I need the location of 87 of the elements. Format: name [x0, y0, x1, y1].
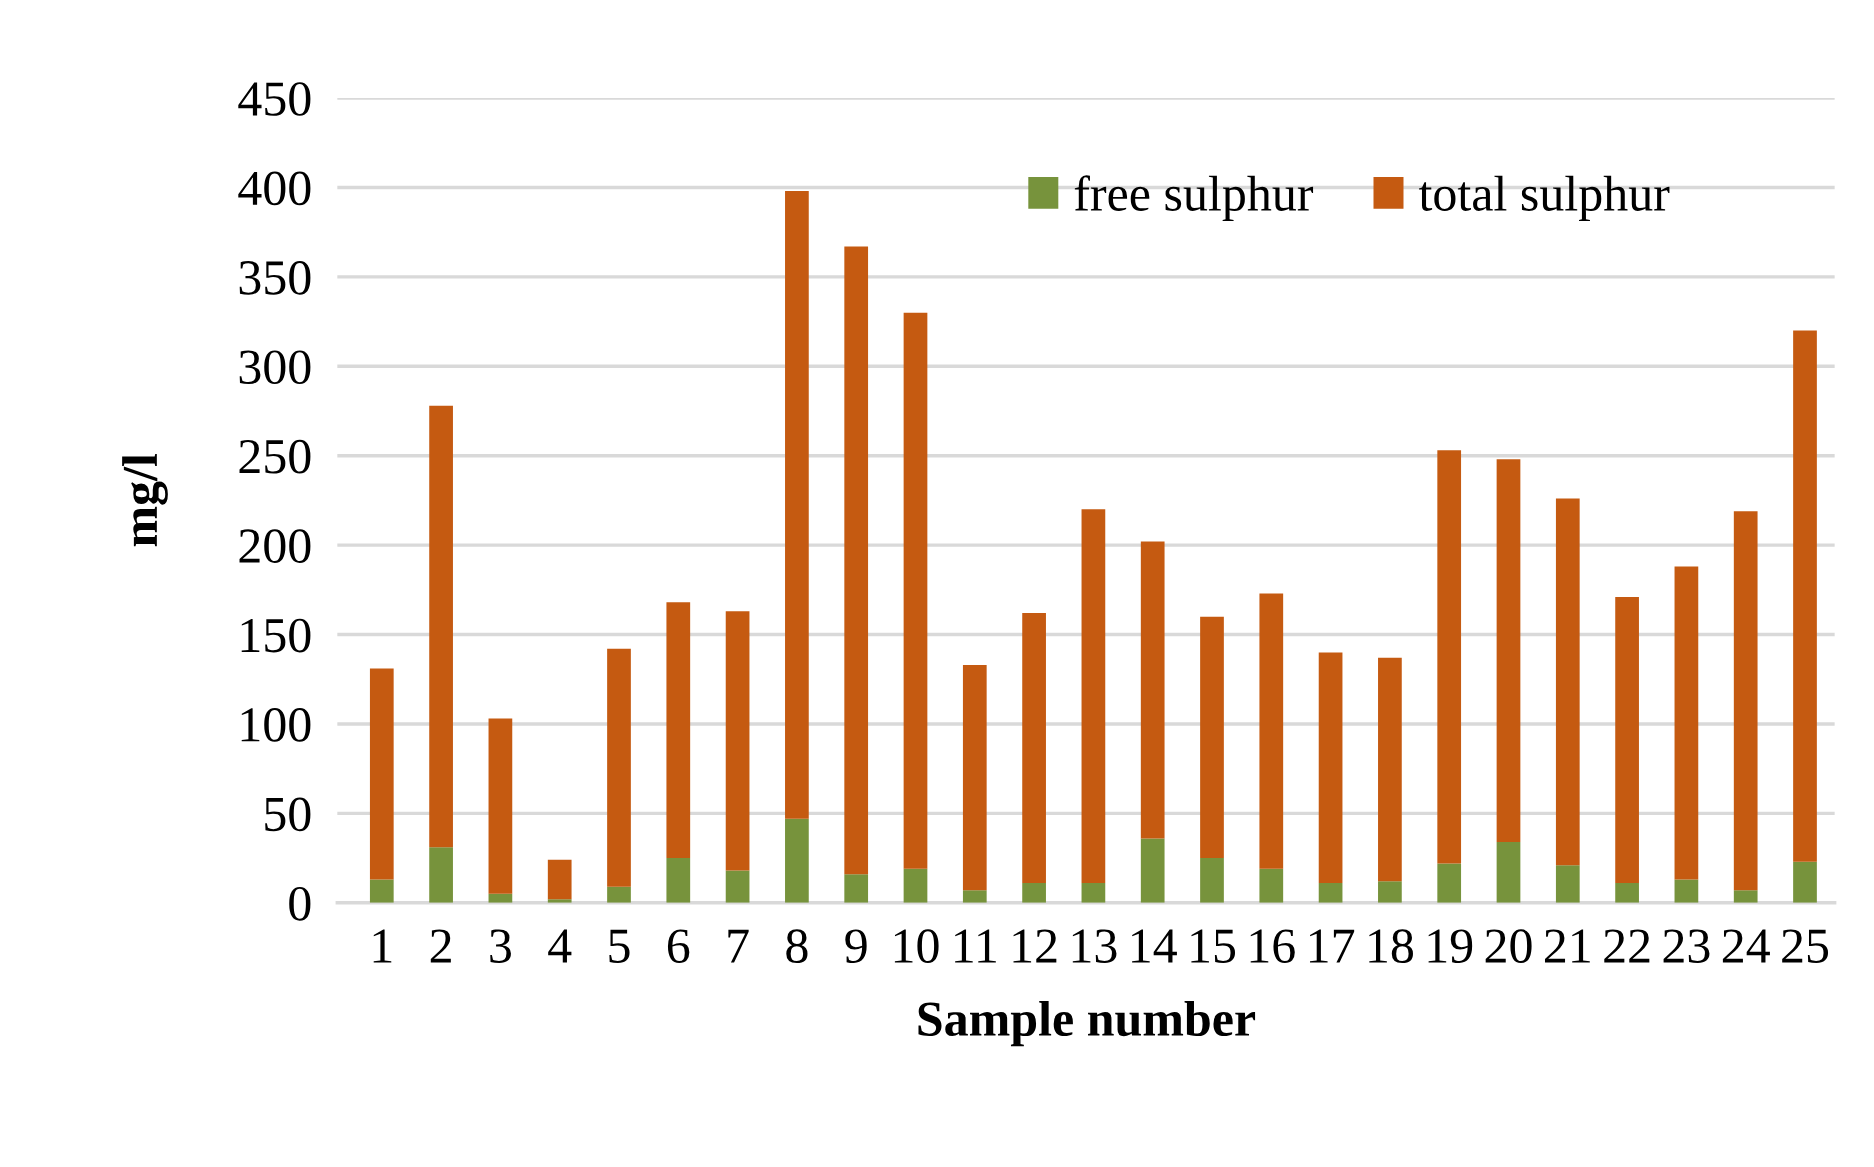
- x-tick-label: 12: [1013, 929, 1057, 963]
- x-tick-label: 17: [1309, 929, 1355, 963]
- y-tick-label: 100: [241, 708, 311, 742]
- x-tick-label: 11: [955, 929, 996, 963]
- bar: [666, 858, 691, 903]
- x-tick-label: 23: [1663, 929, 1710, 963]
- bar: [488, 718, 513, 894]
- bar: [1555, 865, 1580, 903]
- x-tick-label: 2: [430, 929, 451, 963]
- bar: [1378, 881, 1402, 903]
- bar: [1081, 883, 1106, 903]
- x-tick-label: 21: [1544, 929, 1590, 963]
- bar: [844, 246, 869, 875]
- bar: [1437, 450, 1462, 864]
- bar: [903, 312, 928, 869]
- bar: [429, 405, 453, 848]
- x-tick-label: 7: [728, 929, 749, 963]
- x-tick-label: 5: [609, 929, 630, 963]
- bar: [725, 870, 750, 903]
- bar: [1022, 613, 1046, 884]
- bar: [725, 611, 750, 871]
- bar: [1437, 863, 1462, 903]
- y-tick-label: 400: [238, 171, 311, 206]
- bar: [1022, 883, 1046, 903]
- x-tick-label: 15: [1191, 929, 1236, 963]
- bar: [1615, 883, 1639, 903]
- bar: [1259, 868, 1284, 903]
- x-tick-label: 6: [667, 929, 690, 963]
- bar: [785, 191, 809, 819]
- x-tick-label: 24: [1722, 929, 1770, 963]
- bar: [369, 879, 394, 903]
- bar: [1081, 509, 1106, 884]
- bar: [1793, 861, 1817, 903]
- bar: [1496, 841, 1521, 903]
- legend-label: total sulphur: [1418, 175, 1670, 222]
- x-tick-label: 3: [490, 929, 511, 963]
- bar: [1140, 838, 1165, 903]
- x-tick-label: 20: [1485, 929, 1532, 963]
- x-tick-label: 9: [845, 929, 867, 963]
- bar: [785, 818, 809, 903]
- y-tick-label: 450: [238, 82, 311, 116]
- bar: [1200, 616, 1224, 859]
- y-axis-title: mg/l: [122, 454, 168, 547]
- x-tick-label: 22: [1604, 929, 1650, 963]
- x-tick-label: 25: [1782, 929, 1829, 963]
- bar: [1733, 890, 1758, 903]
- bar: [666, 602, 691, 859]
- bar: [369, 668, 394, 880]
- x-tick-label: 8: [786, 929, 808, 963]
- bar: [1140, 541, 1165, 839]
- bar: [607, 886, 631, 903]
- legend-label: free sulphur: [1074, 175, 1314, 222]
- y-tick-label: 150: [241, 618, 311, 653]
- bar: [1793, 330, 1817, 862]
- bar: [844, 874, 869, 903]
- bar: [903, 868, 928, 903]
- x-tick-label: 10: [894, 929, 939, 963]
- x-tick-label: 14: [1132, 929, 1177, 963]
- x-tick-label: 1: [373, 929, 392, 963]
- bar: [962, 890, 987, 903]
- bar: [547, 859, 572, 900]
- x-tick-label: 18: [1369, 929, 1413, 963]
- bar: [1733, 511, 1758, 891]
- y-tick-label: 350: [239, 260, 311, 295]
- y-tick-label: 250: [239, 439, 311, 474]
- y-tick-label: 50: [265, 797, 311, 832]
- x-tick-label: 13: [1072, 929, 1117, 963]
- y-tick-label: 300: [239, 350, 311, 385]
- x-tick-label: 16: [1250, 929, 1295, 963]
- bar: [1674, 566, 1699, 880]
- x-axis-title: Sample number: [918, 1000, 1256, 1047]
- bar: [1318, 883, 1343, 903]
- bar: [607, 648, 631, 887]
- bar: [1496, 459, 1521, 842]
- bar: [1318, 652, 1343, 884]
- y-tick-label: 0: [289, 886, 311, 921]
- bar: [1674, 879, 1699, 903]
- x-tick-label: 19: [1428, 929, 1473, 963]
- bar: [1615, 596, 1639, 884]
- bar: [1378, 657, 1402, 882]
- bar: [1259, 593, 1284, 869]
- bar: [1200, 858, 1224, 903]
- y-tick-label: 200: [239, 529, 311, 563]
- bar: [429, 847, 453, 903]
- bar: [1555, 498, 1580, 866]
- x-tick-label: 4: [548, 929, 572, 963]
- bar: [962, 664, 987, 891]
